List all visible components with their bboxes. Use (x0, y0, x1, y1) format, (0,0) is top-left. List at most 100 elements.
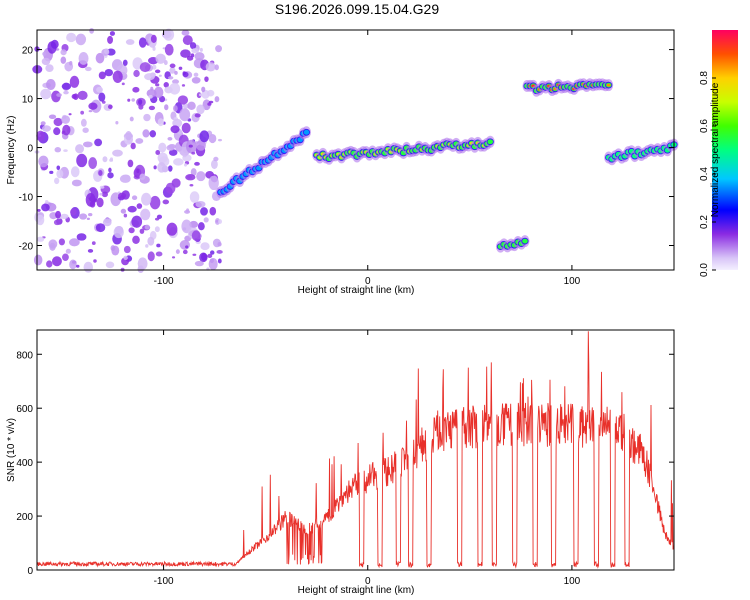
spectrogram-noise-blob (63, 149, 68, 152)
spectrogram-ytick-label: 0 (27, 144, 33, 155)
spectrogram-noise-blob (86, 217, 90, 221)
spectrogram-noise-blob (51, 256, 62, 267)
spectrogram-noise-blob (53, 127, 61, 136)
spectrogram-noise-blob (109, 31, 116, 36)
spectrogram-noise-blob (181, 122, 191, 134)
spectrogram-noise-blob (80, 118, 87, 127)
spectrogram-noise-blob (36, 214, 45, 226)
spectrogram-noise-blob (99, 185, 105, 189)
spectrogram-noise-blob (123, 213, 128, 218)
spectrogram-noise-blob (172, 79, 180, 85)
spectrogram-noise-blob (152, 64, 157, 70)
spectrogram-noise-blob (207, 253, 213, 258)
spectrogram-noise-blob (88, 213, 93, 217)
spectrogram-noise-blob (189, 42, 197, 50)
spectrogram-noise-blob (69, 61, 73, 66)
spectrogram-noise-blob (56, 169, 64, 179)
colorbar: 0.0 0.2 0.4 0.6 0.8 Normalized spectral ampl… (699, 30, 738, 277)
spectrogram-feature-noise (32, 27, 223, 274)
spectrogram-noise-blob (127, 205, 137, 213)
colorbar-label: Normalized spectral amplitude (710, 82, 721, 217)
spectrogram-noise-blob (217, 138, 223, 142)
spectrogram-noise-blob (177, 95, 189, 105)
spectrogram-noise-blob (185, 245, 189, 249)
spectrogram-noise-blob (120, 208, 127, 214)
spectrogram-noise-blob (181, 84, 186, 87)
spectrogram-noise-blob (88, 110, 93, 113)
spectrogram-features (32, 27, 679, 274)
spectrogram-noise-blob (194, 113, 201, 118)
snr-xlabel: Height of straight line (km) (298, 585, 415, 596)
spectrogram-noise-blob (76, 233, 87, 241)
spectrogram-noise-blob (58, 238, 66, 246)
spectrogram-noise-blob (154, 217, 160, 221)
spectrogram-noise-blob (170, 125, 180, 134)
spectrogram-noise-blob (210, 159, 218, 170)
spectrogram-feature-right-line (604, 138, 679, 166)
spectrogram-ytick-label: 20 (22, 46, 34, 57)
spectrogram-noise-blob (191, 48, 200, 54)
spectrogram-noise-blob (121, 174, 131, 181)
spectrogram-noise-blob (70, 208, 77, 216)
spectrogram-noise-blob (82, 141, 93, 148)
spectrogram-noise-blob (147, 236, 155, 246)
spectrogram-feature-rising-segment (216, 126, 311, 199)
spectrogram-noise-blob (166, 222, 178, 236)
spectrogram-noise-blob (191, 230, 201, 241)
spectrogram-noise-blob (167, 136, 173, 141)
spectrogram-noise-blob (98, 71, 106, 80)
spectrogram-noise-blob (189, 191, 200, 203)
spectrogram-noise-blob (186, 208, 190, 213)
snr-ytick-label: 600 (16, 404, 33, 415)
spectrogram-noise-blob (139, 173, 146, 180)
spectrogram-noise-blob (144, 73, 155, 81)
spectrogram-noise-blob (153, 86, 164, 98)
spectrogram-noise-blob (155, 251, 163, 257)
spectrogram-core (522, 238, 528, 244)
spectrogram-ytick-label: -20 (19, 242, 34, 253)
spectrogram-noise-blob (96, 197, 104, 208)
spectrogram-noise-blob (181, 29, 190, 36)
spectrogram-noise-blob (180, 49, 191, 58)
spectrogram-noise-blob (87, 249, 94, 253)
spectrogram-noise-blob (198, 93, 202, 97)
spectrogram-noise-blob (123, 245, 131, 254)
spectrogram-noise-blob (49, 242, 56, 251)
spectrogram-noise-blob (75, 33, 87, 46)
spectrogram-noise-blob (182, 35, 193, 46)
spectrogram-noise-blob (196, 171, 206, 182)
spectrogram-noise-blob (209, 206, 217, 216)
spectrogram-noise-blob (115, 120, 119, 125)
spectrogram-noise-blob (98, 169, 103, 176)
spectrogram-noise-blob (94, 138, 103, 147)
spectrogram-noise-blob (118, 192, 127, 199)
spectrogram-noise-blob (85, 192, 96, 207)
spectrogram-noise-blob (148, 94, 153, 99)
snr-ytick-label: 800 (16, 350, 33, 361)
snr-panel: -100 0 100 0 200 400 600 800 Height of straight… (6, 329, 675, 596)
spectrogram-noise-blob (71, 260, 77, 264)
spectrogram-noise-blob (33, 254, 43, 266)
spectrogram-feature-low-blob (495, 235, 530, 253)
spectrogram-noise-blob (165, 182, 176, 194)
spectrogram-noise-blob (163, 28, 175, 41)
spectrogram-noise-blob (217, 241, 222, 247)
spectrogram-noise-blob (133, 69, 140, 78)
spectrogram-noise-blob (70, 166, 80, 178)
spectrogram-noise-blob (78, 51, 89, 65)
spectrogram-peak (606, 83, 611, 87)
spectrogram-noise-blob (79, 213, 88, 220)
spectrogram-noise-blob (46, 79, 56, 90)
colorbar-tick-label: 0.8 (699, 71, 710, 85)
colorbar-tick-label: 0.2 (699, 215, 710, 229)
colorbar-tick-label: 0.4 (699, 167, 710, 181)
spectrogram-noise-blob (197, 222, 205, 231)
spectrogram-noise-blob (190, 53, 195, 58)
spectrogram-noise-blob (141, 192, 152, 206)
spectrogram-noise-blob (173, 105, 178, 112)
spectrogram-noise-blob (137, 257, 148, 270)
spectrogram-noise-blob (36, 130, 45, 142)
spectrogram-noise-blob (95, 52, 105, 64)
spectrogram-noise-blob (192, 253, 197, 256)
spectrogram-noise-blob (172, 118, 183, 128)
